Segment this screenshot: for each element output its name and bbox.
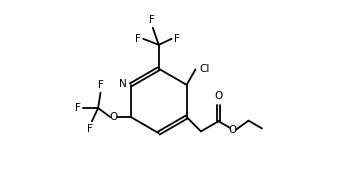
Text: F: F xyxy=(149,15,155,25)
Text: F: F xyxy=(135,34,140,44)
Text: F: F xyxy=(174,34,180,44)
Text: F: F xyxy=(75,103,81,113)
Text: O: O xyxy=(214,91,223,101)
Text: F: F xyxy=(98,80,104,90)
Text: N: N xyxy=(119,79,126,89)
Text: O: O xyxy=(229,125,237,135)
Text: F: F xyxy=(87,124,93,134)
Text: O: O xyxy=(110,112,118,122)
Text: Cl: Cl xyxy=(200,64,210,74)
